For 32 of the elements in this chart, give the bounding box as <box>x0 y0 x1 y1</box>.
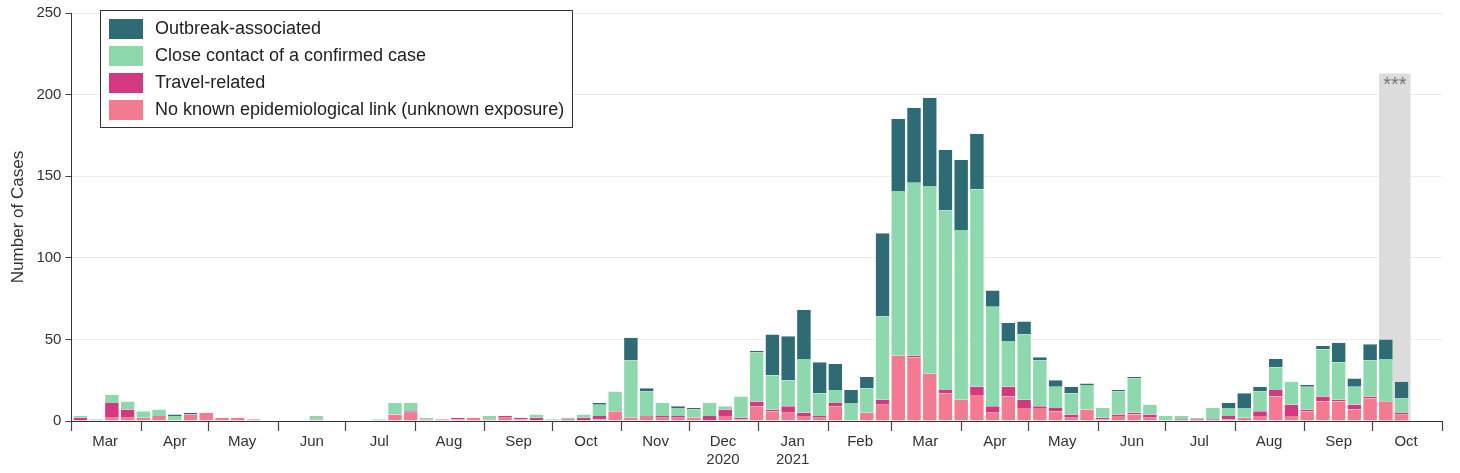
x-tick-label: May <box>1048 432 1077 450</box>
x-tick-label: Jul <box>369 432 389 450</box>
x-tick-label: Nov <box>642 432 670 450</box>
x-tick-label: Mar <box>912 432 939 450</box>
x-tick-label: Aug <box>1255 432 1283 450</box>
x-tick-label: Mar <box>92 432 119 450</box>
y-axis-title: Number of Cases <box>7 150 27 284</box>
y-tick-label: 50 <box>44 329 62 347</box>
y-tick-label: 200 <box>36 84 62 102</box>
x-tick-label: Oct <box>1394 432 1419 450</box>
y-tick-label: 0 <box>53 411 62 429</box>
x-tick-label: Aug <box>435 432 463 450</box>
legend-label: No known epidemiological link (unknown exposure) <box>155 99 565 120</box>
band-label: *** <box>1383 72 1407 95</box>
x-tick-label: Jun <box>299 432 324 450</box>
legend-label: Outbreak-associated <box>155 18 322 39</box>
x-tick-label: Jun <box>1119 432 1145 450</box>
x-tick-label: Feb <box>847 432 873 450</box>
y-tick-label: 150 <box>36 166 62 184</box>
legend-label: Close contact of a confirmed case <box>155 45 427 66</box>
x-tick-label: Dec 2020 <box>706 432 740 468</box>
y-tick-label: 100 <box>36 247 62 265</box>
x-tick-label: Oct <box>574 432 599 450</box>
x-tick-label: Jul <box>1189 432 1209 450</box>
x-tick-label: Apr <box>163 432 187 450</box>
legend-label: Travel-related <box>155 72 266 93</box>
x-tick-label: Jan 2021 <box>775 432 810 468</box>
x-tick-label: Apr <box>983 432 1007 450</box>
x-tick-label: May <box>228 432 257 450</box>
x-tick-label: Sep <box>505 432 532 450</box>
y-tick-label: 250 <box>36 3 62 21</box>
x-tick-label: Sep <box>1325 432 1352 450</box>
